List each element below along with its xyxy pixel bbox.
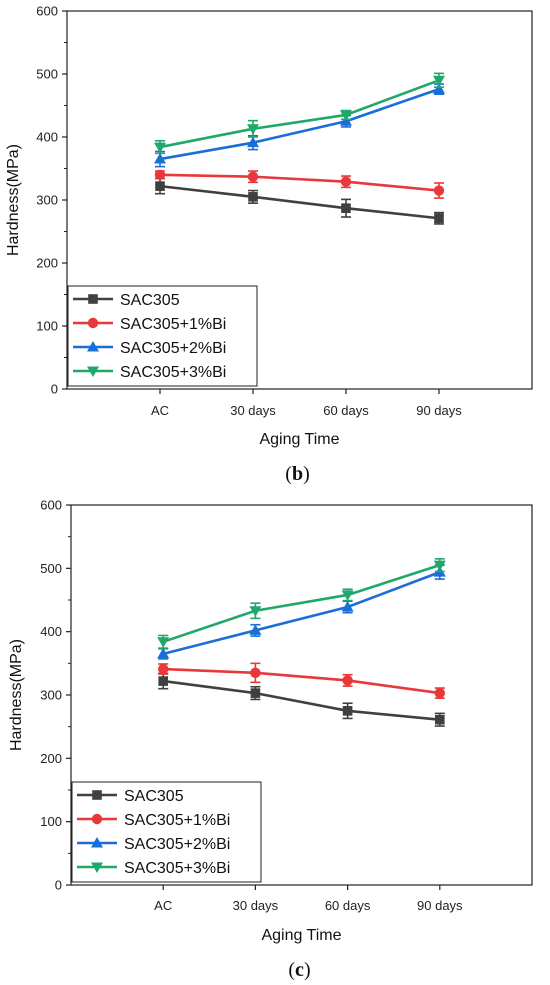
- x-tick-label: 30 days: [230, 403, 276, 418]
- y-tick-label: 0: [51, 382, 58, 397]
- legend-marker: [91, 837, 103, 848]
- y-tick-label: 100: [40, 814, 62, 829]
- data-point: [340, 110, 352, 121]
- data-point: [247, 171, 259, 182]
- panel-label: (b): [285, 463, 309, 485]
- data-point: [247, 124, 259, 135]
- x-tick-label: AC: [151, 403, 169, 418]
- data-point: [248, 192, 258, 202]
- data-point: [154, 169, 166, 180]
- legend-marker: [91, 813, 103, 825]
- y-tick-label: 300: [36, 193, 58, 208]
- data-point: [154, 142, 166, 154]
- data-point: [342, 675, 353, 686]
- x-axis-title: Aging Time: [261, 927, 341, 944]
- data-point: [250, 688, 261, 698]
- x-tick-label: AC: [154, 898, 172, 913]
- data-point: [155, 181, 165, 191]
- y-tick-label: 300: [40, 688, 62, 703]
- data-point: [157, 647, 170, 659]
- legend-label: SAC305+3%Bi: [120, 364, 226, 381]
- data-point: [340, 176, 352, 187]
- y-tick-label: 100: [36, 319, 58, 334]
- chart-panel-b: 0 100 200 300 400 500 600 AC 30 days 60 days 90 da…: [5, 4, 533, 485]
- panel-label: (c): [288, 959, 310, 981]
- data-point: [249, 624, 262, 635]
- legend: SAC305 SAC305+1%Bi SAC305+2%Bi SAC305+3%Bi: [71, 781, 262, 883]
- y-axis-title: Hardness(MPa): [5, 144, 22, 256]
- series-line: [162, 563, 441, 644]
- data-point: [434, 213, 444, 224]
- legend-marker: [92, 790, 102, 800]
- data-point: [433, 560, 446, 572]
- legend-marker: [87, 317, 99, 329]
- y-tick-label: 400: [36, 130, 58, 145]
- legend-marker: [87, 366, 99, 377]
- legend-label: SAC305+2%Bi: [124, 836, 230, 853]
- series-line: [159, 184, 440, 220]
- x-tick-label: 90 days: [416, 403, 462, 418]
- legend-label: SAC305+2%Bi: [120, 340, 226, 357]
- series-SAC305+1%Bi: [158, 662, 445, 699]
- legend-box: [71, 781, 262, 883]
- data-point: [250, 667, 261, 679]
- series-SAC305+1%Bi: [154, 169, 445, 199]
- data-point: [435, 714, 445, 725]
- y-tick-label: 600: [40, 498, 62, 513]
- series-line: [159, 79, 440, 149]
- series-SAC305: [158, 672, 445, 727]
- y-tick-label: 200: [40, 751, 62, 766]
- legend-label: SAC305+1%Bi: [120, 316, 226, 333]
- series-line: [159, 87, 440, 161]
- legend-marker: [88, 294, 98, 304]
- legend-label: SAC305+3%Bi: [124, 860, 230, 877]
- y-tick-label: 200: [36, 256, 58, 271]
- y-axis-title: Hardness(MPa): [8, 639, 25, 751]
- series-line: [163, 679, 440, 721]
- data-point: [434, 687, 445, 699]
- x-tick-label: 30 days: [233, 898, 279, 913]
- data-point: [158, 676, 168, 686]
- legend-label: SAC305: [124, 788, 184, 805]
- legend-label: SAC305+1%Bi: [124, 812, 230, 829]
- series-line: [162, 570, 441, 656]
- legend-label: SAC305: [120, 292, 180, 309]
- legend-marker: [91, 862, 103, 873]
- series-SAC305+2%Bi: [157, 564, 446, 660]
- series-SAC305+3%Bi: [154, 72, 445, 155]
- data-point: [247, 136, 259, 148]
- data-point: [342, 706, 353, 716]
- data-point: [154, 153, 166, 164]
- x-tick-label: 90 days: [417, 898, 463, 913]
- data-point: [341, 203, 351, 213]
- y-tick-label: 500: [40, 561, 62, 576]
- y-tick-label: 400: [40, 624, 62, 639]
- data-point: [341, 600, 354, 612]
- y-tick-label: 0: [55, 878, 62, 893]
- series-line: [163, 667, 440, 695]
- chart-panel-c: 0 100 200 300 400 500 600 AC 30 days 60 days 90 da…: [8, 498, 533, 981]
- y-tick-label: 600: [36, 4, 58, 19]
- data-point: [249, 606, 262, 617]
- data-point: [341, 590, 354, 601]
- x-tick-label: 60 days: [323, 403, 369, 418]
- series-line: [159, 173, 440, 192]
- data-point: [433, 83, 445, 94]
- data-point: [433, 75, 445, 87]
- data-point: [158, 663, 169, 675]
- legend-box: [67, 285, 258, 387]
- x-tick-label: 60 days: [325, 898, 371, 913]
- y-tick-label: 500: [36, 67, 58, 82]
- x-axis-title: Aging Time: [259, 431, 339, 448]
- legend-marker: [87, 341, 99, 352]
- data-point: [433, 185, 445, 196]
- data-point: [157, 637, 170, 648]
- series-SAC305+3%Bi: [157, 558, 446, 649]
- series-SAC305: [155, 177, 444, 225]
- legend: SAC305 SAC305+1%Bi SAC305+2%Bi SAC305+3%Bi: [67, 285, 258, 387]
